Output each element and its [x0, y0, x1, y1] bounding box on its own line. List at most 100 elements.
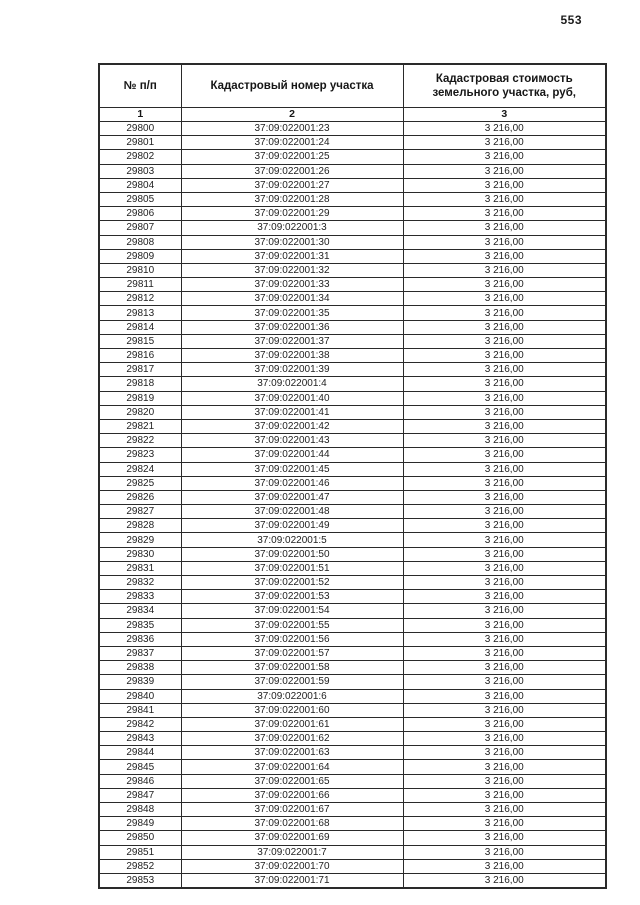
- cadastral-number-cell: 37:09:022001:64: [180, 759, 404, 775]
- column-index-3: 3: [402, 107, 607, 122]
- cadastral-number-cell: 37:09:022001:59: [180, 674, 404, 690]
- table-row: 29852 37:09:022001:70 3 216,00: [98, 858, 607, 874]
- cadastral-value-cell: 3 216,00: [402, 347, 607, 364]
- cadastral-number-cell: 37:09:022001:48: [180, 504, 404, 520]
- cadastral-number-cell: 37:09:022001:63: [180, 745, 404, 761]
- cadastral-number-cell: 37:09:022001:54: [180, 603, 404, 619]
- cadastral-value-cell: 3 216,00: [402, 191, 607, 208]
- row-number-cell: 29841: [98, 702, 182, 718]
- cadastral-value-cell: 3 216,00: [402, 433, 607, 449]
- row-number-cell: 29813: [98, 305, 182, 321]
- table-row: 29822 37:09:022001:43 3 216,00: [98, 433, 607, 449]
- row-number-cell: 29843: [98, 731, 182, 747]
- cadastral-number-cell: 37:09:022001:31: [180, 248, 404, 264]
- table-row: 29803 37:09:022001:26 3 216,00: [98, 163, 607, 179]
- table-row: 29811 37:09:022001:33 3 216,00: [98, 277, 607, 293]
- column-index-1: 1: [98, 107, 182, 122]
- cadastral-value-cell: 3 216,00: [402, 773, 607, 789]
- cadastral-number-cell: 37:09:022001:41: [180, 404, 404, 420]
- row-number-cell: 29818: [98, 376, 182, 392]
- cadastral-number-cell: 37:09:022001:49: [180, 518, 404, 534]
- cadastral-number-cell: 37:09:022001:4: [180, 376, 404, 392]
- cadastral-value-cell: 3 216,00: [402, 631, 607, 647]
- table-row: 29813 37:09:022001:35 3 216,00: [98, 305, 607, 321]
- cadastral-number-cell: 37:09:022001:39: [180, 362, 404, 378]
- cadastral-number-cell: 37:09:022001:56: [180, 631, 404, 647]
- table-row: 29841 37:09:022001:60 3 216,00: [98, 702, 607, 718]
- row-number-cell: 29852: [98, 858, 182, 874]
- header-row: № п/п Кадастровый номер участка Кадастро…: [98, 63, 607, 108]
- table-row: 29833 37:09:022001:53 3 216,00: [98, 589, 607, 605]
- cadastral-value-cell: 3 216,00: [402, 262, 607, 279]
- cadastral-number-cell: 37:09:022001:47: [180, 489, 404, 506]
- cadastral-number-cell: 37:09:022001:7: [180, 844, 404, 860]
- table-row: 29814 37:09:022001:36 3 216,00: [98, 319, 607, 335]
- cadastral-value-cell: 3 216,00: [402, 333, 607, 350]
- table-row: 29824 37:09:022001:45 3 216,00: [98, 461, 607, 477]
- table-row: 29809 37:09:022001:31 3 216,00: [98, 248, 607, 264]
- row-number-cell: 29822: [98, 433, 182, 449]
- row-number-cell: 29837: [98, 645, 182, 662]
- cadastral-value-cell: 3 216,00: [402, 475, 607, 491]
- table-row: 29853 37:09:022001:71 3 216,00: [98, 872, 607, 889]
- table-row: 29805 37:09:022001:28 3 216,00: [98, 191, 607, 208]
- row-number-cell: 29800: [98, 120, 182, 137]
- cadastral-value-cell: 3 216,00: [402, 234, 607, 250]
- cadastral-number-cell: 37:09:022001:25: [180, 149, 404, 165]
- cadastral-value-cell: 3 216,00: [402, 305, 607, 321]
- table-row: 29837 37:09:022001:57 3 216,00: [98, 645, 607, 662]
- cadastral-value-cell: 3 216,00: [402, 787, 607, 804]
- table-row: 29834 37:09:022001:54 3 216,00: [98, 603, 607, 619]
- cadastral-number-cell: 37:09:022001:71: [180, 872, 404, 889]
- cadastral-number-cell: 37:09:022001:23: [180, 120, 404, 137]
- row-number-cell: 29851: [98, 844, 182, 860]
- column-index-row: 1 2 3: [98, 107, 607, 122]
- cadastral-number-cell: 37:09:022001:27: [180, 177, 404, 193]
- table-row: 29823 37:09:022001:44 3 216,00: [98, 447, 607, 463]
- cadastral-number-cell: 37:09:022001:67: [180, 801, 404, 818]
- cadastral-value-cell: 3 216,00: [402, 277, 607, 293]
- table-row: 29819 37:09:022001:40 3 216,00: [98, 390, 607, 406]
- row-number-cell: 29826: [98, 489, 182, 506]
- row-number-cell: 29836: [98, 631, 182, 647]
- table-row: 29808 37:09:022001:30 3 216,00: [98, 234, 607, 250]
- cadastral-number-cell: 37:09:022001:42: [180, 418, 404, 435]
- row-number-cell: 29819: [98, 390, 182, 406]
- table-row: 29816 37:09:022001:38 3 216,00: [98, 347, 607, 364]
- cadastral-value-cell: 3 216,00: [402, 504, 607, 520]
- cadastral-value-cell: 3 216,00: [402, 617, 607, 633]
- row-number-cell: 29839: [98, 674, 182, 690]
- table-row: 29807 37:09:022001:3 3 216,00: [98, 220, 607, 236]
- row-number-cell: 29801: [98, 135, 182, 151]
- row-number-cell: 29804: [98, 177, 182, 193]
- table-row: 29839 37:09:022001:59 3 216,00: [98, 674, 607, 690]
- cadastral-value-cell: 3 216,00: [402, 574, 607, 591]
- table-row: 29851 37:09:022001:7 3 216,00: [98, 844, 607, 860]
- cadastral-number-cell: 37:09:022001:57: [180, 645, 404, 662]
- cadastral-number-cell: 37:09:022001:55: [180, 617, 404, 633]
- cadastral-number-cell: 37:09:022001:65: [180, 773, 404, 789]
- cadastral-value-cell: 3 216,00: [402, 603, 607, 619]
- cadastral-value-cell: 3 216,00: [402, 660, 607, 676]
- table-row: 29832 37:09:022001:52 3 216,00: [98, 574, 607, 591]
- row-number-cell: 29823: [98, 447, 182, 463]
- row-number-cell: 29830: [98, 546, 182, 562]
- cadastral-number-cell: 37:09:022001:3: [180, 220, 404, 236]
- cadastral-value-cell: 3 216,00: [402, 858, 607, 874]
- cadastral-number-cell: 37:09:022001:28: [180, 191, 404, 208]
- table-row: 29827 37:09:022001:48 3 216,00: [98, 504, 607, 520]
- table-row: 29817 37:09:022001:39 3 216,00: [98, 362, 607, 378]
- row-number-cell: 29821: [98, 418, 182, 435]
- table-row: 29830 37:09:022001:50 3 216,00: [98, 546, 607, 562]
- table-row: 29821 37:09:022001:42 3 216,00: [98, 418, 607, 435]
- row-number-cell: 29850: [98, 830, 182, 846]
- row-number-cell: 29847: [98, 787, 182, 804]
- table-row: 29846 37:09:022001:65 3 216,00: [98, 773, 607, 789]
- row-number-cell: 29828: [98, 518, 182, 534]
- cadastral-number-cell: 37:09:022001:46: [180, 475, 404, 491]
- row-number-cell: 29845: [98, 759, 182, 775]
- cadastral-number-cell: 37:09:022001:34: [180, 291, 404, 307]
- cadastral-value-cell: 3 216,00: [402, 560, 607, 577]
- row-number-cell: 29838: [98, 660, 182, 676]
- row-number-cell: 29814: [98, 319, 182, 335]
